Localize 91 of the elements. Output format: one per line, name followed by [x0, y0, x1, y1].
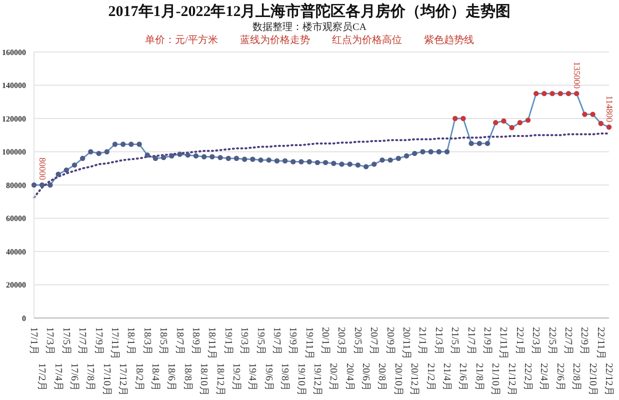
x-tick-label: 19/8月	[280, 363, 291, 391]
x-tick-label: 21/10月	[490, 363, 502, 396]
x-tick-label: 22/3月	[530, 327, 542, 355]
x-tick-label: 17/5月	[60, 327, 72, 355]
data-label: 80000	[38, 158, 48, 180]
x-tick-label: 21/6月	[458, 363, 469, 391]
x-tick-label: 21/4月	[442, 363, 453, 391]
line-series	[33, 132, 610, 198]
x-tick-label: 17/11月	[109, 327, 120, 360]
data-label: 135000	[572, 62, 582, 90]
x-tick-label: 20/6月	[360, 363, 372, 391]
x-tick-label: 18/3月	[142, 327, 153, 355]
x-tick-label: 17/7月	[77, 327, 88, 355]
x-tick-label: 17/9月	[93, 327, 104, 355]
text: 蓝线为价格走势	[240, 35, 310, 47]
x-tick-label: 19/4月	[247, 363, 258, 391]
x-tick-label: 21/3月	[433, 327, 444, 355]
x-tick-label: 18/5月	[158, 327, 170, 355]
text: 红点为价格高位	[332, 35, 402, 47]
text: 单价：元/平方米	[145, 35, 218, 47]
data-label: 114800	[604, 95, 614, 123]
x-tick-label: 17/6月	[68, 363, 80, 391]
x-tick-label: 20/1月	[320, 327, 332, 355]
x-tick-label: 17/4月	[52, 363, 64, 391]
x-tick-label: 18/6月	[166, 363, 178, 391]
y-tick-label: 100000	[2, 148, 26, 157]
x-tick-label: 19/2月	[230, 363, 242, 391]
x-tick-label: 22/12月	[604, 363, 614, 396]
x-tick-label: 22/7月	[563, 327, 574, 355]
x-tick-label: 19/12月	[312, 363, 323, 396]
x-tick-label: 21/11月	[498, 327, 510, 360]
x-tick-label: 18/4月	[150, 363, 161, 391]
x-tick-label: 18/11月	[206, 327, 218, 360]
y-tick-label: 160000	[2, 48, 26, 57]
x-tick-label: 22/4月	[538, 363, 550, 391]
x-tick-label: 22/10月	[587, 363, 598, 396]
x-tick-label: 19/3月	[239, 327, 250, 355]
x-tick-label: 22/8月	[571, 363, 582, 391]
x-tick-label: 20/5月	[352, 327, 364, 355]
x-tick-label: 22/9月	[579, 327, 590, 355]
y-tick-label: 80000	[6, 180, 26, 190]
x-tick-label: 20/8月	[376, 363, 388, 391]
x-tick-label: 18/9月	[190, 327, 202, 355]
x-tick-label: 21/5月	[450, 327, 461, 355]
x-tick-label: 18/8月	[182, 363, 194, 391]
x-tick-label: 22/11月	[595, 327, 606, 360]
chart-title: 2017年1月-2022年12月上海市普陀区各月房价（均价）走势图	[107, 3, 512, 21]
x-tick-label: 17/12月	[118, 363, 129, 396]
x-tick-label: 22/2月	[522, 363, 534, 391]
chart-subtitle: 数据整理：楼市观察员CA	[252, 22, 368, 34]
x-tick-label: 20/4月	[344, 363, 356, 391]
x-tick-label: 21/7月	[466, 327, 477, 355]
x-tick-label: 17/10月	[101, 363, 112, 396]
y-tick-label: 20000	[6, 280, 26, 290]
text: 紫色趋势线	[424, 35, 474, 47]
x-tick-label: 19/10月	[296, 363, 307, 396]
y-tick-label: 60000	[6, 214, 26, 224]
x-tick-label: 18/2月	[134, 363, 145, 391]
x-tick-label: 20/7月	[368, 327, 380, 355]
x-tick-label: 18/7月	[174, 327, 186, 355]
x-tick-label: 18/1月	[126, 327, 137, 355]
x-tick-label: 17/2月	[36, 363, 48, 391]
x-tick-label: 19/11月	[304, 327, 315, 360]
x-tick-label: 17/8月	[85, 363, 96, 391]
x-tick-label: 20/3月	[336, 327, 348, 355]
x-tick-label: 19/1月	[222, 327, 234, 355]
x-tick-label: 20/12月	[409, 363, 420, 396]
x-tick-label: 18/10月	[198, 363, 210, 396]
x-tick-label: 22/1月	[514, 327, 526, 355]
y-tick-label: 140000	[2, 81, 26, 90]
x-tick-label: 20/2月	[328, 363, 340, 391]
y-tick-label: 40000	[6, 247, 26, 256]
x-tick-label: 22/5月	[546, 327, 558, 355]
x-tick-label: 17/1月	[28, 327, 40, 355]
y-tick-label: 0	[22, 314, 26, 323]
x-tick-label: 19/9月	[288, 327, 299, 355]
x-tick-label: 22/6月	[554, 363, 566, 391]
x-tick-label: 21/9月	[482, 327, 494, 355]
x-tick-label: 19/7月	[271, 327, 282, 355]
x-tick-label: 20/10月	[392, 363, 404, 396]
x-tick-label: 17/3月	[44, 327, 56, 355]
y-tick-label: 120000	[2, 114, 26, 124]
x-tick-label: 19/5月	[255, 327, 266, 355]
x-tick-label: 20/11月	[401, 327, 412, 360]
x-tick-label: 21/12月	[506, 363, 518, 396]
x-tick-label: 21/1月	[417, 327, 428, 355]
x-tick-label: 21/2月	[425, 363, 436, 391]
x-tick-label: 21/8月	[474, 363, 485, 391]
x-tick-label: 20/9月	[384, 327, 396, 355]
x-tick-label: 19/6月	[263, 363, 274, 391]
x-tick-label: 18/12月	[214, 363, 226, 396]
